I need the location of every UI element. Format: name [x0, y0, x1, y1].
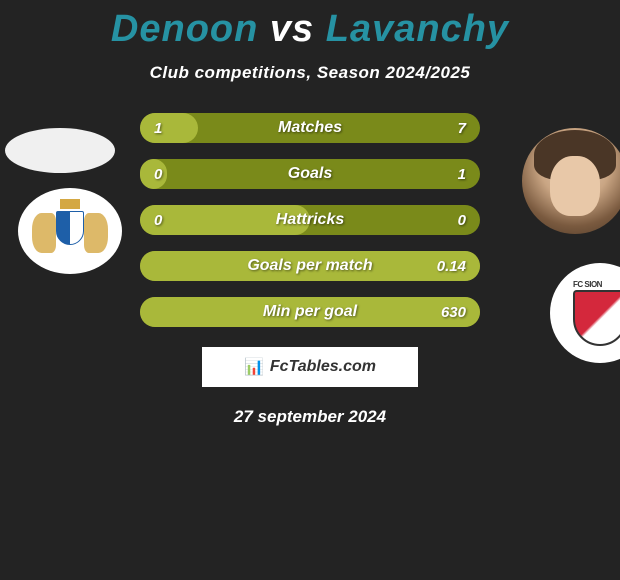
stats-list: 1 Matches 7 0 Goals 1 0 Hattricks 0 Goal… — [140, 113, 480, 327]
brand-text: FcTables.com — [270, 358, 376, 376]
stat-right-value: 0 — [458, 212, 466, 229]
stat-right-value: 630 — [441, 304, 466, 321]
fcz-logo-icon — [30, 201, 110, 261]
subtitle: Club competitions, Season 2024/2025 — [0, 63, 620, 83]
date-label: 27 september 2024 — [0, 407, 620, 427]
brand-box: 📊 FcTables.com — [202, 347, 418, 387]
chart-icon: 📊 — [244, 357, 264, 377]
player1-club-badge — [18, 188, 122, 274]
stat-row-hattricks: 0 Hattricks 0 — [140, 205, 480, 235]
comparison-title: Denoon vs Lavanchy — [0, 0, 620, 51]
stat-left-value: 0 — [154, 212, 162, 229]
player1-avatar — [5, 128, 115, 173]
stat-label: Goals — [288, 165, 332, 183]
player2-name: Lavanchy — [326, 8, 509, 50]
stat-row-matches: 1 Matches 7 — [140, 113, 480, 143]
stat-row-goals: 0 Goals 1 — [140, 159, 480, 189]
stat-left-value: 0 — [154, 166, 162, 183]
sion-logo-icon: FC SION ★★ — [565, 278, 620, 348]
stat-left-value: 1 — [154, 120, 162, 137]
stat-right-value: 7 — [458, 120, 466, 137]
player1-name: Denoon — [111, 8, 258, 50]
stat-label: Matches — [278, 119, 342, 137]
stat-label: Hattricks — [276, 211, 344, 229]
player2-club-badge: FC SION ★★ — [550, 263, 620, 363]
stat-label: Min per goal — [263, 303, 357, 321]
stat-right-value: 1 — [458, 166, 466, 183]
stat-label: Goals per match — [247, 257, 372, 275]
content-area: FC SION ★★ 1 Matches 7 0 Goals 1 0 Hattr… — [0, 113, 620, 427]
stat-right-value: 0.14 — [437, 258, 466, 275]
player2-avatar — [522, 128, 620, 234]
stat-fill — [140, 113, 198, 143]
stat-row-goals-per-match: Goals per match 0.14 — [140, 251, 480, 281]
vs-text: vs — [270, 8, 314, 50]
stat-row-min-per-goal: Min per goal 630 — [140, 297, 480, 327]
